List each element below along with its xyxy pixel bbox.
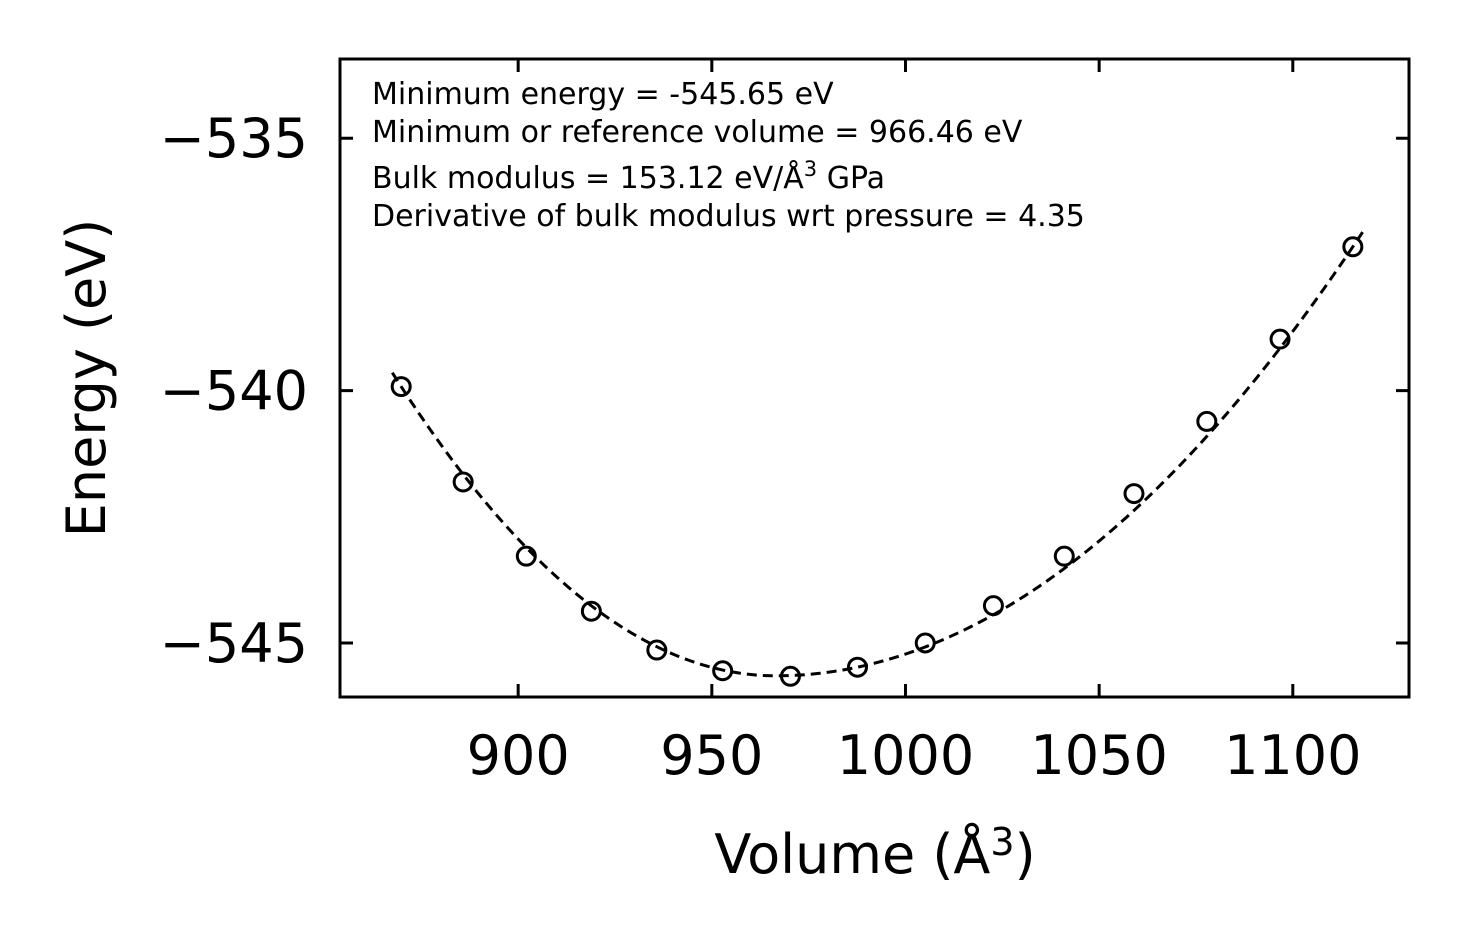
x-axis-label-close: )	[1015, 823, 1036, 886]
data-point	[779, 665, 801, 687]
data-point	[914, 632, 936, 654]
data-point	[846, 656, 868, 678]
data-point	[1269, 328, 1291, 350]
annotation-bulk-text: Bulk modulus = 153.12 eV/Å	[372, 160, 804, 196]
x-tick-label: 1050	[1030, 724, 1167, 787]
annotation-min-energy: Minimum energy = -545.65 eV	[372, 77, 834, 112]
annotation-bulk-derivative: Derivative of bulk modulus wrt pressure …	[372, 199, 1085, 234]
x-tick-label: 950	[660, 724, 763, 787]
x-axis-label-sup: 3	[990, 820, 1014, 864]
data-point	[982, 595, 1004, 617]
x-axis-ticks: 900 950 1000 1050 1100	[467, 59, 1362, 787]
annotation-bulk-modulus: Bulk modulus = 153.12 eV/Å3 GPa	[372, 157, 885, 196]
y-axis-label: Energy (eV)	[55, 219, 118, 538]
annotation-min-volume: Minimum or reference volume = 966.46 eV	[372, 115, 1023, 150]
data-point	[646, 639, 668, 661]
data-points	[390, 236, 1364, 687]
plot-frame	[338, 57, 1411, 699]
data-point	[580, 600, 602, 622]
data-point	[390, 376, 412, 398]
fit-curve	[391, 228, 1366, 678]
data-point	[1123, 483, 1145, 505]
data-point	[712, 660, 734, 682]
y-axis-ticks: −535 −540 −545	[160, 107, 1409, 675]
data-point	[1053, 545, 1075, 567]
data-point	[515, 545, 537, 567]
data-point	[1196, 410, 1218, 432]
y-tick-label: −535	[160, 107, 308, 170]
annotation-bulk-sup: 3	[804, 157, 817, 181]
annotation-bulk-unit: GPa	[817, 161, 885, 196]
x-tick-label: 1100	[1224, 724, 1361, 787]
x-tick-label: 1000	[837, 724, 974, 787]
x-axis-label: Volume (Å3)	[714, 820, 1035, 886]
x-tick-label: 900	[467, 724, 570, 787]
y-tick-label: −545	[160, 612, 308, 675]
x-axis-label-text: Volume (Å	[714, 822, 990, 886]
y-tick-label: −540	[160, 360, 308, 423]
data-point	[452, 471, 474, 493]
data-point	[1342, 236, 1364, 258]
